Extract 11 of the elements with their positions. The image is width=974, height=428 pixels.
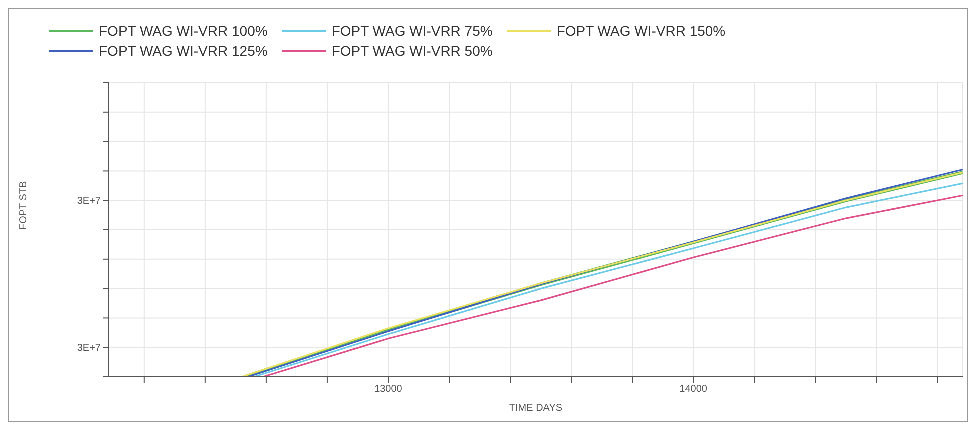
x-tick-label: 13000 (374, 384, 403, 396)
legend-label: FOPT WAG WI-VRR 75% (332, 23, 493, 39)
y-tick-label: 3E+7 (77, 196, 102, 208)
y-tick-label: 3E+7 (77, 343, 102, 354)
legend-label: FOPT WAG WI-VRR 100% (99, 23, 268, 39)
x-axis-title: TIME DAYS (509, 403, 563, 414)
y-axis-title: FOPT STB (18, 180, 30, 230)
legend-label: FOPT WAG WI-VRR 150% (556, 23, 726, 39)
legend-label: FOPT WAG WI-VRR 50% (332, 43, 493, 59)
x-tick-label: 14000 (680, 384, 708, 396)
legend-label: FOPT WAG WI-VRR 125% (99, 43, 268, 59)
